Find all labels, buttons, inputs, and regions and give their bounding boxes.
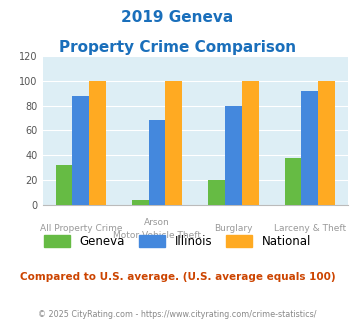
Bar — [72, 96, 89, 205]
Bar — [149, 120, 165, 205]
Bar — [132, 200, 149, 205]
Bar — [225, 106, 242, 205]
Text: Arson: Arson — [144, 218, 170, 227]
Text: Burglary: Burglary — [214, 224, 253, 233]
Text: 2019 Geneva: 2019 Geneva — [121, 10, 234, 25]
Text: Larceny & Theft: Larceny & Theft — [274, 224, 346, 233]
Bar — [89, 81, 106, 205]
Bar — [318, 81, 335, 205]
Bar — [301, 91, 318, 205]
Text: Motor Vehicle Theft: Motor Vehicle Theft — [113, 231, 201, 240]
Text: All Property Crime: All Property Crime — [39, 224, 122, 233]
Text: © 2025 CityRating.com - https://www.cityrating.com/crime-statistics/: © 2025 CityRating.com - https://www.city… — [38, 310, 317, 319]
Bar — [165, 81, 182, 205]
Bar — [242, 81, 258, 205]
Bar — [208, 180, 225, 205]
Text: Compared to U.S. average. (U.S. average equals 100): Compared to U.S. average. (U.S. average … — [20, 272, 335, 282]
Bar — [56, 165, 72, 205]
Text: Property Crime Comparison: Property Crime Comparison — [59, 40, 296, 54]
Legend: Geneva, Illinois, National: Geneva, Illinois, National — [39, 230, 316, 253]
Bar — [285, 157, 301, 205]
